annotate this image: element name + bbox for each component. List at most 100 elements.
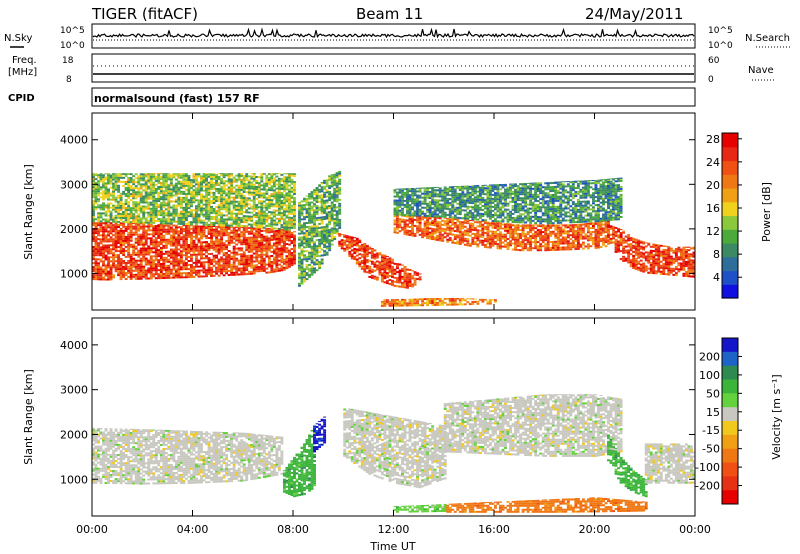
echo-cell xyxy=(197,189,201,192)
echo-cell xyxy=(305,211,309,214)
echo-cell xyxy=(318,208,322,211)
echo-cell xyxy=(195,253,198,256)
echo-cell xyxy=(192,251,196,254)
echo-cell xyxy=(303,232,306,235)
echo-cell xyxy=(456,196,460,199)
echo-cell xyxy=(431,191,435,194)
echo-cell xyxy=(182,272,186,275)
echo-cell xyxy=(202,185,206,188)
echo-cell xyxy=(177,188,181,191)
echo-cell xyxy=(448,210,452,213)
echo-cell xyxy=(272,260,276,263)
echo-cell xyxy=(285,178,289,181)
echo-cell xyxy=(282,218,286,221)
echo-cell xyxy=(433,232,437,235)
echo-cell xyxy=(280,237,284,240)
echo-cell xyxy=(330,185,334,188)
echo-cell xyxy=(132,207,136,210)
echo-cell xyxy=(134,209,138,212)
echo-cell xyxy=(257,242,261,245)
echo-cell xyxy=(303,218,306,221)
echo-cell xyxy=(220,190,224,193)
echo-cell xyxy=(245,203,249,206)
echo-cell xyxy=(119,272,123,275)
echo-cell xyxy=(433,298,437,300)
echo-cell xyxy=(195,245,198,248)
echo-cell xyxy=(282,202,286,205)
echo-cell xyxy=(398,230,402,233)
echo-cell xyxy=(310,241,314,244)
echo-cell xyxy=(114,188,118,191)
echo-cell xyxy=(114,222,118,225)
echo-cell xyxy=(280,229,284,232)
echo-cell xyxy=(255,246,259,249)
echo-cell xyxy=(320,210,324,213)
echo-cell xyxy=(308,251,311,254)
echo-cell xyxy=(220,232,224,235)
echo-cell xyxy=(122,254,126,256)
echo-cell xyxy=(237,239,241,242)
echo-cell xyxy=(174,184,178,187)
echo-cell xyxy=(255,198,259,200)
echo-cell xyxy=(149,249,153,252)
echo-cell xyxy=(287,200,291,203)
echo-cell xyxy=(137,233,141,236)
echo-cell xyxy=(195,237,198,240)
echo-cell xyxy=(109,260,113,263)
echo-cell xyxy=(298,204,301,207)
echo-cell xyxy=(189,185,193,188)
echo-cell xyxy=(92,182,95,185)
echo-cell xyxy=(107,232,110,235)
echo-cell xyxy=(275,268,279,271)
echo-cell xyxy=(426,233,430,236)
echo-cell xyxy=(197,261,201,264)
echo-cell xyxy=(184,209,188,211)
echo-cell xyxy=(290,212,294,215)
echo-cell xyxy=(129,235,133,238)
echo-cell xyxy=(167,186,171,189)
echo-cell xyxy=(97,244,100,247)
echo-cell xyxy=(338,172,342,175)
echo-cell xyxy=(428,187,432,189)
echo-cell xyxy=(275,197,279,200)
echo-cell xyxy=(197,221,201,224)
echo-cell xyxy=(179,272,183,275)
echo-cell xyxy=(177,222,181,225)
echo-cell xyxy=(157,194,161,196)
echo-cell xyxy=(260,235,264,238)
echo-cell xyxy=(272,256,276,259)
echo-cell xyxy=(300,260,304,263)
echo-cell xyxy=(97,266,100,269)
echo-cell xyxy=(172,250,176,253)
echo-cell xyxy=(139,225,143,228)
echo-cell xyxy=(235,243,239,246)
echo-cell xyxy=(290,186,294,189)
echo-cell xyxy=(287,194,291,197)
echo-cell xyxy=(212,246,216,249)
echo-cell xyxy=(398,224,402,227)
echo-cell xyxy=(179,214,183,217)
echo-cell xyxy=(265,174,269,177)
echo-cell xyxy=(335,232,339,235)
echo-cell xyxy=(446,218,450,219)
echo-cell xyxy=(242,259,246,262)
echo-cell xyxy=(325,241,329,244)
echo-cell xyxy=(396,263,399,266)
echo-cell xyxy=(300,252,304,255)
echo-cell xyxy=(247,193,251,196)
echo-cell xyxy=(179,268,183,271)
echo-cell xyxy=(189,221,193,224)
echo-cell xyxy=(298,282,301,285)
echo-cell xyxy=(265,263,269,266)
echo-cell xyxy=(127,269,131,272)
echo-cell xyxy=(330,209,334,212)
echo-cell xyxy=(277,181,281,184)
echo-cell xyxy=(102,182,105,185)
echo-cell xyxy=(340,234,344,236)
echo-cell xyxy=(313,247,317,250)
echo-cell xyxy=(401,207,404,210)
echo-cell xyxy=(195,225,198,228)
echo-cell xyxy=(99,268,103,271)
echo-cell xyxy=(179,180,183,183)
echo-cell xyxy=(270,199,274,202)
